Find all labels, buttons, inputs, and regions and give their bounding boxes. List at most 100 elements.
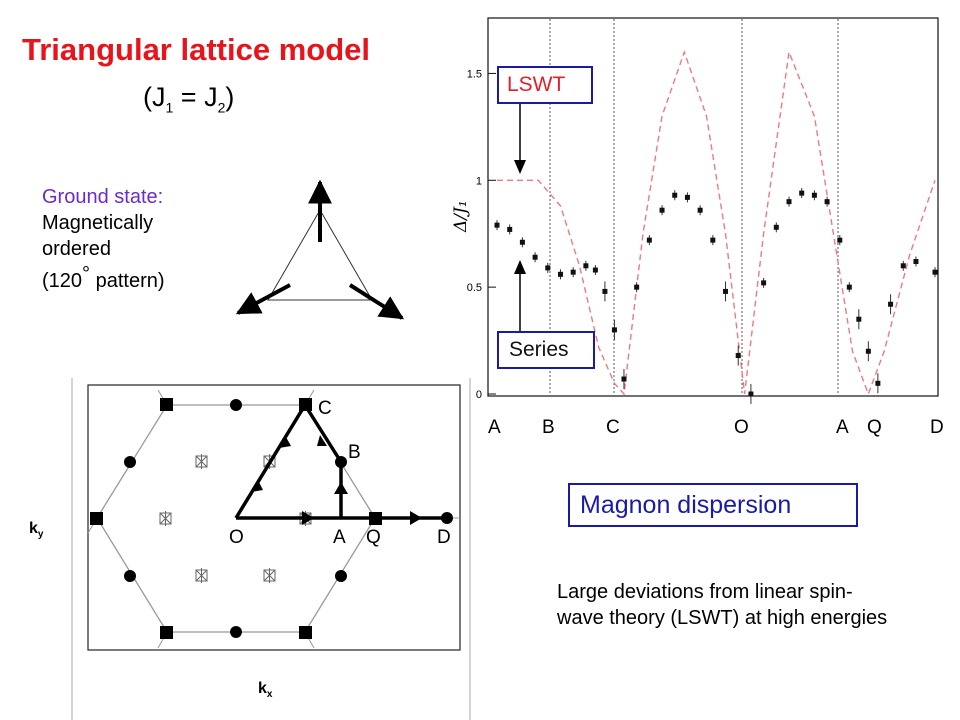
series-point [913,258,919,264]
path-label-b: B [542,417,555,438]
series-point [786,199,792,205]
path-label-q: Q [867,417,882,438]
series-point [519,239,525,245]
ky-sub: y [37,529,44,541]
bz-label-d: D [437,527,451,548]
series-points [494,188,938,404]
series-point [875,380,881,386]
series-point [824,199,830,205]
series-point [799,190,805,196]
path-label-o: O [734,417,749,438]
series-point [932,269,938,275]
series-point [856,316,862,322]
series-point [735,353,741,359]
y-tick-label: 1 [476,175,482,187]
series-point [888,301,894,307]
series-point [570,269,576,275]
series-point [672,192,678,198]
subtitle-mid: = J [173,82,218,112]
coupling-condition: (J1 = J2) [143,82,234,115]
subtitle-prefix: (J [143,82,166,112]
series-point [723,288,729,294]
series-point [545,265,551,271]
ground-state-pattern: pattern) [90,270,165,292]
series-lswt-line [497,49,936,397]
path-arrowheads [251,435,422,525]
y-axis-ticks: 0 0.5 1 1.5 [467,68,496,401]
ky-axis-label: ky [29,520,43,540]
series-point [659,207,665,213]
series-arrowhead [514,260,526,274]
kx-axis-label: kx [258,680,272,700]
path-label-a: A [488,417,501,438]
subtitle-sub1: 1 [165,99,174,116]
bz-label-o: O [229,527,244,548]
corner-point [160,398,173,411]
series-point [865,348,871,354]
ky-letter: k [29,520,38,537]
kx-letter: k [258,680,267,697]
series-point [583,263,589,269]
series-point [846,284,852,290]
series-point [710,237,716,243]
bz-label-c: C [318,398,332,419]
series-point [646,237,652,243]
edge-point [335,570,347,582]
series-point [811,192,817,198]
series-point [602,288,608,294]
triangle-outline [267,209,373,301]
series-point [592,267,598,273]
series-label: Series [497,331,595,369]
series-point [634,284,640,290]
series-point [697,207,703,213]
lswt-label: LSWT [497,66,593,104]
degree-sign: ° [82,263,91,285]
series-point [761,280,767,286]
edge-point [230,399,242,411]
ground-state-heading: Ground state: [42,186,164,208]
spin-left-arrow [235,283,291,315]
ground-state-line1: Magnetically [42,212,154,234]
magnon-dispersion-label: Magnon dispersion [568,483,858,527]
edge-point [124,456,136,468]
plot-frame [487,17,939,397]
y-tick-label: 0 [476,389,482,401]
series-point [773,224,779,230]
y-axis-label: Δ/J₁ [451,200,471,233]
ground-state-text: Ground state: Magnetically ordered (120°… [42,184,165,294]
path-label-c: C [606,417,620,438]
ground-state-angle: (120 [42,270,83,292]
series-point [748,391,754,397]
series-point [557,271,563,277]
series-point [621,376,627,382]
series-point [837,237,843,243]
bz-label-b: B [348,442,361,463]
series-point [507,226,513,232]
slide-title: Triangular lattice model [22,32,370,67]
ground-state-line3: (120° pattern) [42,263,165,294]
ground-state-line2: ordered [42,238,111,260]
series-point [611,327,617,333]
subtitle-suffix: ) [225,82,235,112]
subtitle-sub2: 2 [217,99,226,116]
deviation-note: Large deviations from linear spin-wave t… [557,581,888,629]
bz-label-q: Q [366,527,381,548]
series-point [532,254,538,260]
spin-right-arrow [348,283,405,320]
bz-label-a: A [333,527,346,548]
corner-point [160,626,173,639]
series-point [900,263,906,269]
edge-point [230,626,242,638]
edge-point [124,570,136,582]
path-label-a: A [836,417,849,438]
y-tick-label: 0.5 [467,282,482,294]
corner-point [299,626,312,639]
series-point [494,222,500,228]
lswt-arrowhead [514,160,526,174]
path-label-d: D [930,417,944,438]
y-tick-label: 1.5 [467,68,482,80]
interior-markers [159,454,312,583]
